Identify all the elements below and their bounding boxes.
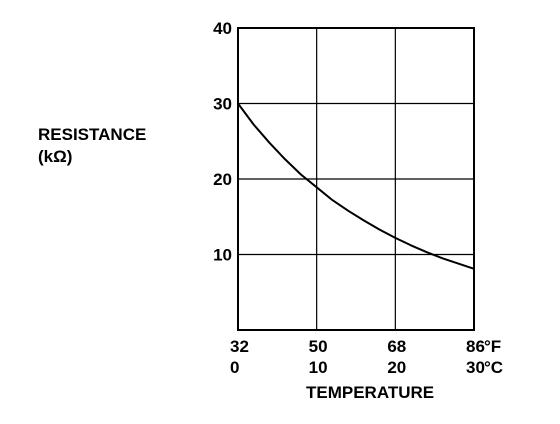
x-axis-title: TEMPERATURE <box>306 383 434 402</box>
y-tick-label: 20 <box>213 170 232 189</box>
y-axis-title: RESISTANCE <box>38 125 146 144</box>
axis-layer <box>237 27 475 331</box>
x-tick-label-celsius: 30 <box>466 358 485 377</box>
x-tick-label-fahrenheit: 50 <box>309 337 328 356</box>
x-axis-unit-celsius: °C <box>484 358 503 377</box>
x-axis-unit-fahrenheit: °F <box>484 337 501 356</box>
y-tick-label: 10 <box>213 246 232 265</box>
x-tick-label-celsius: 0 <box>230 358 239 377</box>
plot-frame <box>237 27 475 331</box>
y-tick-label: 30 <box>213 95 232 114</box>
x-tick-label-fahrenheit: 32 <box>230 337 249 356</box>
tick-label-layer: 10 20 30 40 32 0 50 10 68 20 86 30 <box>213 19 485 377</box>
series-layer <box>237 102 475 270</box>
x-tick-label-celsius: 10 <box>309 358 328 377</box>
x-tick-label-fahrenheit: 86 <box>466 337 485 356</box>
resistance-curve <box>237 102 475 270</box>
x-tick-label-fahrenheit: 68 <box>387 337 406 356</box>
y-tick-label: 40 <box>213 19 232 38</box>
grid-layer <box>238 28 474 330</box>
y-axis-unit: (kΩ) <box>38 147 72 166</box>
y-axis-title-group: RESISTANCE (kΩ) <box>38 125 146 166</box>
x-tick-label-celsius: 20 <box>387 358 406 377</box>
x-axis-title-group: TEMPERATURE °F °C <box>306 337 503 402</box>
